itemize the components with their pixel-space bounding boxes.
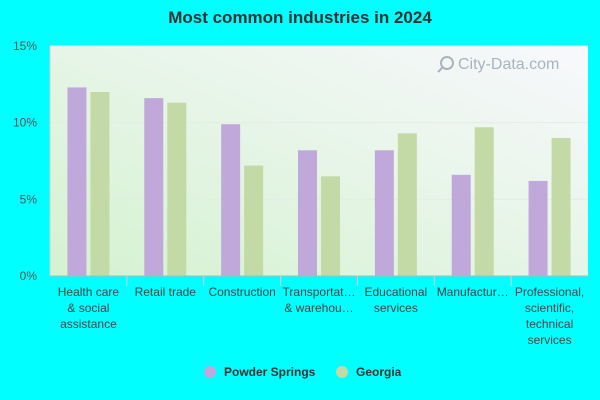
bar [90,92,110,276]
bar [144,98,164,276]
x-tick-label: Transportat… & warehou… [283,285,356,315]
legend: Powder Springs Georgia [204,365,402,379]
bar [244,165,264,276]
grid-lines [50,45,588,200]
y-tick-label: 5% [20,192,38,206]
bar [474,127,494,277]
bars [67,87,571,277]
legend-swatch [204,366,216,378]
watermark-search-icon [440,56,454,70]
bar [221,124,241,276]
y-tick-label: 15% [13,39,37,53]
y-tick-label: 0% [20,269,38,283]
legend-swatch [336,366,348,378]
bar [67,87,87,277]
chart-title: Most common industries in 2024 [168,8,432,27]
bar [451,174,471,276]
bar [321,176,340,276]
watermark-search-icon-handle [437,66,444,73]
legend-label: Georgia [356,365,402,379]
watermark-text: City-Data.com [458,56,559,73]
y-tick-label: 10% [13,116,37,130]
bar [167,102,187,276]
x-tick-label: Manufactur… [437,285,509,299]
legend-label: Powder Springs [224,365,316,379]
x-tick-label: Health care & social assistance [58,285,120,331]
bar [528,180,548,276]
x-tick-label: Retail trade [135,285,197,299]
bar [551,138,571,276]
watermark: City-Data.com [437,56,559,73]
x-tick-label: Educational services [364,285,427,315]
x-tick-label: Construction [208,285,275,299]
axes: 0% 5% 10% 15% Health care & social assistance R… [13,39,588,347]
x-tick-label: Professional, scientific, technical service… [515,285,584,347]
bar [397,133,417,276]
bar [298,150,317,276]
bar [374,150,394,276]
plot-area [50,46,588,276]
